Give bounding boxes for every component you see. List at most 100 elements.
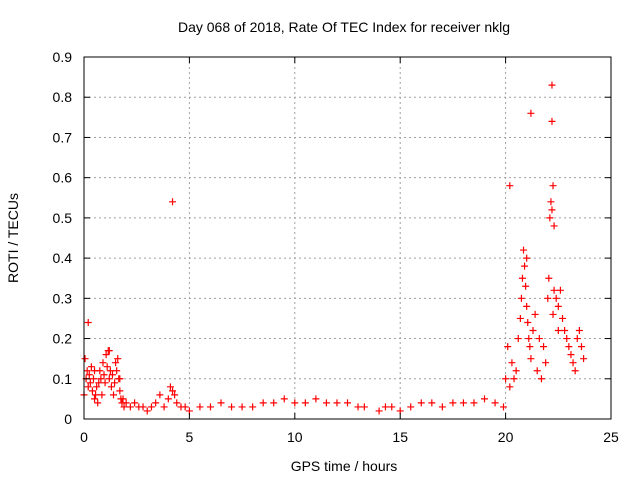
- data-point: [531, 310, 539, 318]
- data-point: [147, 403, 155, 411]
- x-tick-label: 5: [186, 429, 194, 445]
- data-point: [565, 343, 573, 351]
- data-point: [114, 355, 122, 363]
- data-point: [569, 359, 577, 367]
- data-point: [580, 355, 588, 363]
- data-point: [160, 403, 168, 411]
- data-point: [381, 403, 389, 411]
- data-point: [499, 403, 507, 411]
- data-point: [312, 395, 320, 403]
- data-point: [291, 399, 299, 407]
- data-point: [548, 117, 556, 125]
- data-point: [428, 399, 436, 407]
- data-point: [502, 375, 510, 383]
- data-point: [575, 327, 583, 335]
- data-point: [280, 395, 288, 403]
- data-point: [545, 274, 553, 282]
- data-point: [527, 355, 535, 363]
- data-point: [156, 391, 164, 399]
- data-point: [116, 375, 124, 383]
- data-point: [521, 262, 529, 270]
- data-point: [110, 391, 118, 399]
- data-point: [238, 403, 246, 411]
- data-point: [520, 246, 528, 254]
- data-point: [577, 343, 585, 351]
- data-point: [131, 399, 139, 407]
- data-point: [116, 387, 124, 395]
- axis-ticks: 0 5 10 15 20 25 0 0.1 0.2 0.3 0.4 0.5 0.6 0.7 0.8 0.9: [53, 49, 619, 445]
- data-point: [438, 403, 446, 411]
- plot-frame: [83, 56, 612, 420]
- y-tick-label: 0.9: [53, 49, 73, 65]
- data-point: [112, 359, 120, 367]
- data-point: [563, 335, 571, 343]
- data-point: [417, 399, 425, 407]
- data-point: [561, 327, 569, 335]
- data-point: [106, 367, 114, 375]
- data-point: [113, 367, 121, 375]
- data-point: [93, 383, 101, 391]
- data-point: [122, 399, 130, 407]
- data-point: [249, 403, 257, 411]
- data-point: [550, 222, 558, 230]
- data-point: [407, 403, 415, 411]
- data-point: [102, 351, 110, 359]
- data-point: [547, 198, 555, 206]
- y-tick-label: 0: [64, 411, 72, 427]
- y-tick-label: 0.8: [53, 89, 73, 105]
- x-tick-label: 0: [80, 429, 88, 445]
- y-tick-label: 0.3: [53, 290, 73, 306]
- data-point: [523, 302, 531, 310]
- data-point: [97, 375, 105, 383]
- y-tick-label: 0.7: [53, 129, 73, 145]
- data-point: [91, 395, 99, 403]
- x-tick-label: 10: [287, 429, 303, 445]
- data-point: [196, 403, 204, 411]
- data-point: [126, 403, 134, 411]
- data-point: [120, 403, 128, 411]
- data-point: [139, 403, 147, 411]
- data-point: [506, 383, 514, 391]
- x-tick-label: 15: [392, 429, 408, 445]
- data-point: [92, 391, 100, 399]
- data-point: [548, 206, 556, 214]
- data-point: [171, 391, 179, 399]
- data-point: [333, 399, 341, 407]
- data-point: [108, 371, 116, 379]
- data-point: [573, 335, 581, 343]
- data-point: [164, 395, 172, 403]
- data-point: [143, 407, 151, 415]
- data-point: [549, 310, 557, 318]
- data-point: [527, 109, 535, 117]
- data-point: [228, 403, 236, 411]
- data-point: [119, 395, 127, 403]
- data-point: [94, 399, 102, 407]
- chart-title: Day 068 of 2018, Rate Of TEC Index for r…: [178, 19, 510, 35]
- data-point: [152, 399, 160, 407]
- data-point: [559, 314, 567, 322]
- y-tick-label: 0.6: [53, 170, 73, 186]
- data-point: [517, 294, 525, 302]
- x-tick-label: 20: [498, 429, 514, 445]
- grid-lines: [84, 57, 611, 419]
- data-point: [105, 375, 113, 383]
- data-point: [508, 359, 516, 367]
- data-point: [173, 399, 181, 407]
- y-tick-label: 0.2: [53, 331, 73, 347]
- data-point: [459, 399, 467, 407]
- data-point: [98, 391, 106, 399]
- data-point: [571, 367, 579, 375]
- data-point: [101, 379, 109, 387]
- data-point: [100, 371, 108, 379]
- data-point: [354, 403, 362, 411]
- data-point: [516, 314, 524, 322]
- data-point: [535, 335, 543, 343]
- data-point: [567, 351, 575, 359]
- data-point: [504, 343, 512, 351]
- data-point: [105, 347, 113, 355]
- data-point: [506, 182, 514, 190]
- y-axis-title: ROTI / TECUs: [5, 193, 21, 283]
- data-point: [526, 343, 534, 351]
- data-point: [81, 355, 89, 363]
